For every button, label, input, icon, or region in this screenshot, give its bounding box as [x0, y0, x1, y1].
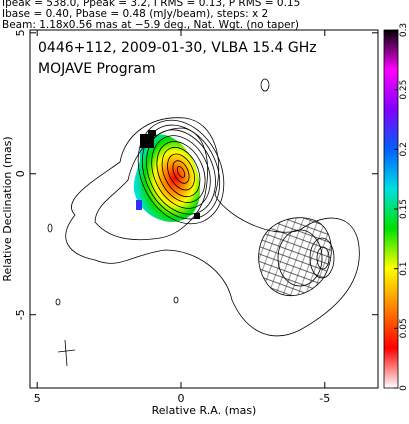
colorbar-tick-label: 0.2 [399, 142, 409, 156]
y-tick-label: -5 [14, 309, 27, 320]
y-tick-label: 0 [14, 170, 27, 177]
colorbar-tick-label: 0.05 [399, 318, 409, 338]
contour [55, 298, 61, 306]
x-tick-label: -5 [319, 392, 330, 405]
colorbar-tick-label: 0 [399, 385, 409, 391]
contour [65, 117, 360, 337]
plot-content [47, 78, 360, 367]
header-line: Ibase = 0.40, Pbase = 0.48 (mJy/beam), s… [2, 8, 268, 20]
chart-subtitle: MOJAVE Program [38, 61, 156, 77]
pixel [194, 213, 200, 219]
y-axis-label: Relative Declination (mas) [1, 136, 14, 281]
contour [173, 296, 179, 304]
beam [57, 339, 76, 367]
pixel [136, 200, 142, 210]
colorbar-tick-label: 0.3 [399, 23, 409, 37]
header-line: Beam: 1.18x0.56 mas at −5.9 deg., Nat. W… [2, 19, 299, 31]
y-tick-label: 5 [14, 29, 27, 36]
contour [47, 223, 53, 233]
chart-title: 0446+112, 2009-01-30, VLBA 15.4 GHz [38, 40, 317, 56]
header-line: Ipeak = 538.0, Ppeak = 3.2, I RMS = 0.13… [2, 0, 300, 9]
colorbar-tick-label: 0.15 [399, 199, 409, 219]
jet-contour [258, 217, 332, 297]
colorbar-tick-label: 0.25 [399, 80, 409, 100]
contour [309, 237, 335, 279]
colorbar-tick-label: 0.1 [399, 262, 409, 276]
contour [316, 246, 330, 270]
core-contours [137, 119, 225, 225]
plot-frame [29, 29, 379, 389]
x-axis-label: Relative R.A. (mas) [152, 404, 257, 417]
contour [277, 229, 323, 287]
x-tick-label: 5 [34, 392, 41, 405]
contour [260, 78, 270, 92]
x-tick-label: 0 [177, 392, 184, 405]
